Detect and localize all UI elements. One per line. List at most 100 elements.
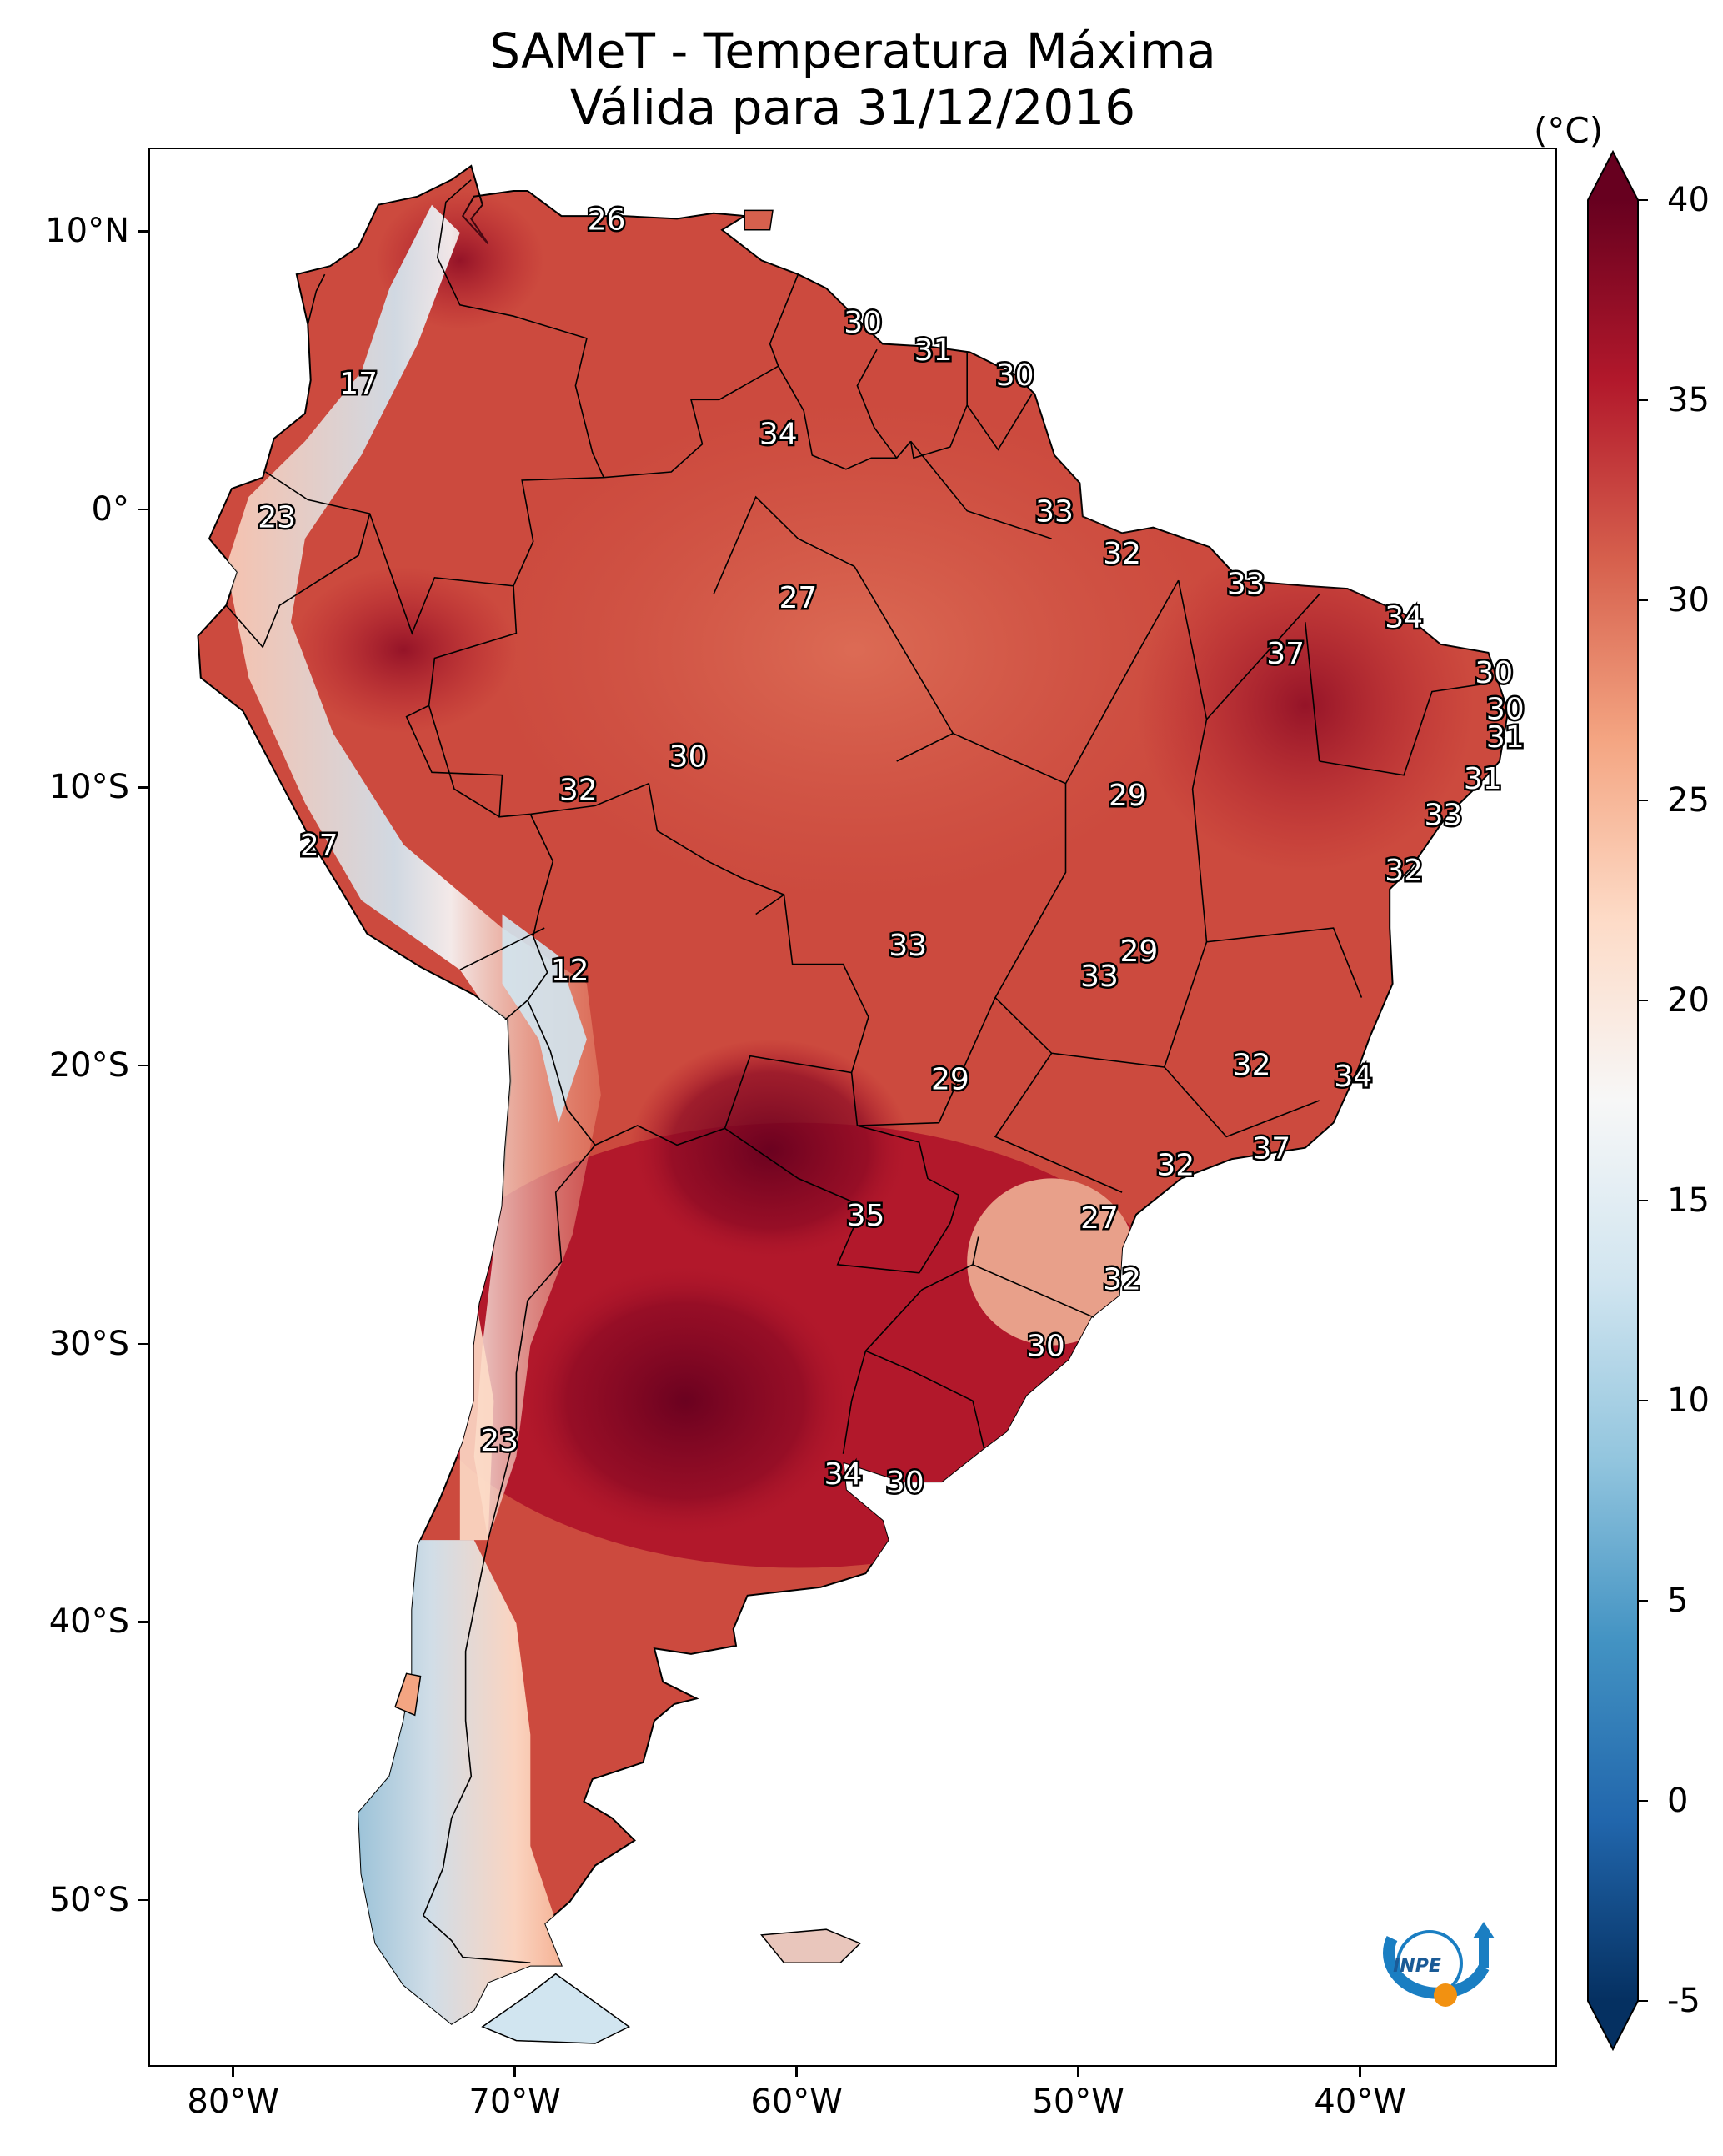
station-value-label: 30 [1027,1330,1065,1364]
station-value-label: 34 [1334,1060,1372,1094]
border-line [724,1072,960,1274]
border-line [755,894,784,915]
station-value-label: 31 [1486,720,1525,755]
station-value-label: 37 [1252,1132,1290,1166]
andes-cool-band [226,204,601,1541]
border-line [972,1264,1094,1318]
station-value-label: 33 [1080,960,1119,994]
logo-text: INPE [1393,1956,1441,1977]
warm-amazon-zone [488,399,1221,900]
station-value-label: 32 [1385,854,1423,888]
colorbar-unit: (°C) [1534,110,1604,151]
chiloe-island [394,1672,422,1717]
lon-tick-mark [1359,2067,1361,2077]
colorbar-tick-label: 10 [1667,1381,1710,1420]
colorbar-tick-label: 20 [1667,981,1710,1020]
station-value-label: 32 [559,773,598,807]
station-value-label: 30 [1486,693,1525,727]
map-title: SAMeT - Temperatura Máxima [489,23,1216,79]
station-value-label: 31 [914,333,953,368]
lon-tick-label: 60°W [750,2083,843,2121]
border-line [265,471,604,635]
lon-tick-label: 70°W [468,2083,561,2121]
hot-pampas-zone [516,1261,854,1541]
lon-tick-mark [795,2067,798,2077]
lat-tick-mark [138,230,148,233]
country-borders [225,179,1489,2041]
colorbar-tick-label: 0 [1667,1782,1689,1820]
station-value-label: 29 [1109,779,1147,813]
lat-tick-label: 20°S [48,1045,129,1085]
station-value-label: 33 [1227,567,1265,601]
lat-tick-mark [138,1898,148,1902]
border-line [527,1000,852,1146]
border-line [713,495,855,595]
border-line [428,704,500,818]
border-line [1305,622,1320,762]
lon-tick-mark [513,2067,516,2077]
colorbar-extend-top [1588,152,1638,200]
border-line [909,440,1052,539]
station-value-label: 32 [1103,1263,1141,1297]
lon-tick-mark [1077,2067,1079,2077]
lat-tick-mark [138,1342,148,1346]
falkland-islands [760,1928,862,1963]
lon-tick-label: 40°W [1314,2083,1406,2121]
station-value-label: 35 [847,1199,885,1233]
hot-chaco-zone [629,1039,911,1262]
islands [394,209,862,2044]
lat-tick-label: 50°S [48,1880,129,1919]
lat-tick-label: 30°S [48,1324,129,1363]
colorbar-tick-label: 35 [1667,381,1710,419]
border-line [604,273,799,479]
south-brazil-zone [967,1178,1136,1346]
station-value-label: 30 [844,306,882,340]
lat-tick-label: 10°S [48,768,129,807]
border-line [459,927,545,970]
border-line [422,1144,596,1963]
inpe-logo: INPE [1359,1905,1517,2030]
border-line [436,179,604,479]
station-value-label: 34 [759,417,798,451]
colorbar-tick-label: 5 [1667,1582,1689,1620]
station-value-label: 27 [300,829,338,863]
border-line [405,585,531,818]
station-value-label: 23 [480,1424,518,1458]
colorbar-tick-label: -5 [1667,1982,1700,2020]
station-value-label: 30 [1475,656,1513,690]
station-value-label: 37 [1266,637,1305,671]
station-value-label: 29 [931,1062,969,1096]
lat-tick-label: 10°N [45,212,129,251]
station-value-label: 32 [1156,1149,1195,1183]
lat-tick-mark [138,786,148,789]
station-value-label: 27 [779,581,817,615]
station-value-label: 34 [824,1457,863,1492]
station-value-label: 32 [1233,1049,1271,1083]
border-line [1164,1066,1320,1138]
station-value-label: 17 [339,367,378,401]
colorbar-tick-label: 15 [1667,1181,1710,1220]
colorbar-extend-bottom [1588,2001,1638,2049]
map-panel: 26 30 31 30 17 34 23 33 32 33 27 34 37 30 30 31 30 31 32 29… [148,148,1557,2067]
border-line [994,1052,1123,1193]
station-value-label: 30 [669,740,708,774]
station-value-label: 26 [588,203,626,237]
lon-tick-label: 50°W [1032,2083,1124,2121]
border-line [854,565,954,735]
station-value-label: 32 [1103,537,1141,571]
colorbar-tick-label: 40 [1667,181,1710,219]
border-line [966,394,1033,451]
border-line [994,783,1208,1068]
lat-tick-label: 40°S [48,1602,129,1642]
altiplano-blue [502,914,587,1123]
colorbar-gradient [1588,200,1638,2001]
station-value-label: 34 [1385,600,1423,634]
tierra-del-fuego [481,1973,631,2044]
colorbar-tick-label: 30 [1667,581,1710,619]
border-line [1177,579,1363,998]
station-value-label: 30 [886,1466,924,1500]
border-line [857,997,996,1126]
hot-northeast-zone [1136,539,1475,873]
